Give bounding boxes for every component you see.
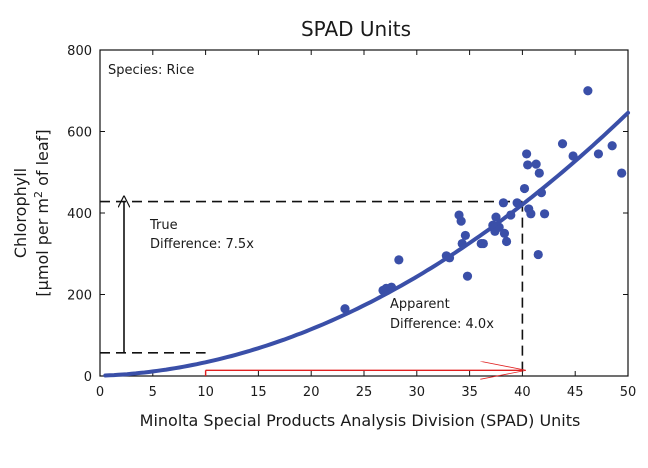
- data-point: [519, 183, 530, 194]
- x-tick-label: 10: [197, 385, 214, 400]
- data-point: [491, 212, 501, 222]
- y-tick-label: 400: [67, 207, 92, 222]
- x-tick-label: 45: [567, 385, 584, 400]
- data-point: [531, 159, 541, 169]
- data-point: [534, 168, 544, 178]
- data-point: [526, 209, 536, 219]
- y-axis-label-line2-post: of leaf]: [33, 129, 52, 191]
- data-point: [523, 160, 533, 170]
- data-point: [499, 228, 510, 238]
- x-tick-label: 50: [620, 385, 637, 400]
- data-point: [462, 271, 473, 281]
- y-axis-label: Chlorophyll [µmol per m2 of leaf]: [11, 129, 52, 296]
- true-difference-label-2: Difference: 7.5x: [150, 237, 254, 252]
- x-tick-label: 20: [303, 385, 320, 400]
- apparent-difference-label-1: Apparent: [390, 297, 450, 312]
- x-tick-label: 40: [514, 385, 531, 400]
- data-point: [460, 230, 470, 241]
- x-axis-label: Minolta Special Products Analysis Divisi…: [140, 411, 581, 430]
- data-point: [583, 86, 593, 96]
- data-point: [498, 198, 508, 208]
- annotation-lines: [100, 202, 522, 376]
- y-tick-label: 600: [67, 126, 92, 141]
- y-tick-label: 800: [67, 44, 92, 59]
- y-axis-label-line2-sup: 2: [32, 191, 45, 198]
- fit-curve: [103, 110, 630, 378]
- y-axis-label-line2: [µmol per m2 of leaf]: [32, 129, 52, 296]
- chart-title: SPAD Units: [301, 17, 411, 41]
- data-point: [501, 236, 512, 247]
- data-point: [557, 139, 568, 149]
- x-tick-label: 0: [96, 385, 104, 400]
- y-axis-label-line1: Chlorophyll: [11, 168, 30, 258]
- data-point: [533, 249, 543, 260]
- data-point: [340, 304, 350, 314]
- data-point: [593, 149, 604, 159]
- x-tick-label: 15: [250, 385, 267, 400]
- x-tick-label: 35: [461, 385, 478, 400]
- x-tick-label: 25: [356, 385, 373, 400]
- y-axis-label-line2-pre: [µmol per m: [33, 198, 52, 297]
- y-tick-label: 0: [84, 370, 92, 385]
- data-point: [539, 209, 550, 219]
- species-label: Species: Rice: [108, 63, 194, 78]
- data-point: [522, 149, 532, 159]
- x-tick-label: 5: [149, 385, 157, 400]
- data-point: [394, 255, 404, 265]
- apparent-difference-label-2: Difference: 4.0x: [390, 317, 494, 332]
- data-points: [340, 86, 627, 314]
- axis-ticks: 0 5 10 15 20 25 30 35 40 45 50 0 200 400 600 800: [67, 44, 636, 400]
- data-point: [607, 141, 617, 151]
- data-point: [617, 168, 627, 178]
- data-point: [456, 216, 466, 226]
- x-tick-label: 30: [409, 385, 426, 400]
- true-difference-label-1: True: [149, 218, 178, 233]
- data-point: [478, 238, 488, 249]
- y-tick-label: 200: [67, 289, 92, 304]
